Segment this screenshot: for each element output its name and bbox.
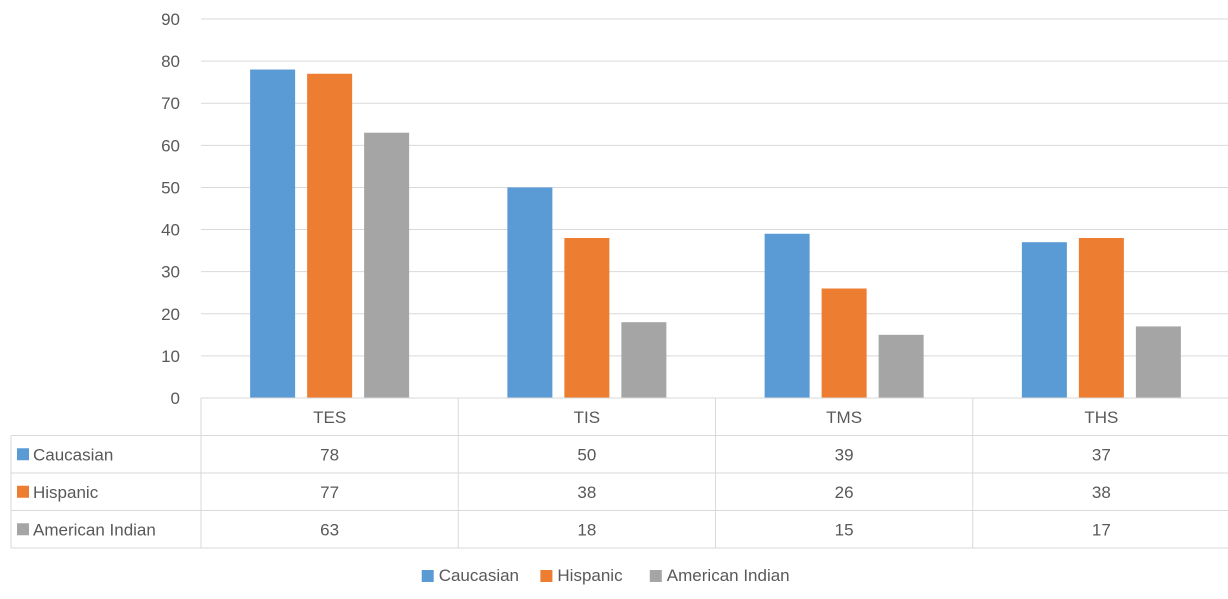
y-tick-label: 20 [161, 305, 180, 324]
bar [307, 73, 353, 398]
legend-label: Caucasian [439, 566, 519, 585]
legend: Caucasian Hispanic American Indian [421, 566, 790, 585]
data-table: TES TIS TMS THS Caucasian 78 50 39 37 Hispanic 77 3… [10, 397, 1228, 549]
category-label: TES [313, 408, 346, 427]
category-label: TMS [826, 408, 862, 427]
data-value: 18 [577, 520, 596, 539]
data-value: 15 [835, 520, 854, 539]
data-value: 38 [1092, 483, 1111, 502]
y-tick-label: 30 [161, 263, 180, 282]
data-value: 39 [835, 445, 854, 464]
data-value: 38 [577, 483, 596, 502]
series-label: Hispanic [33, 483, 99, 502]
data-value: 63 [320, 520, 339, 539]
data-value: 78 [320, 445, 339, 464]
y-tick-label: 40 [161, 221, 180, 240]
table-legend-key [17, 485, 29, 498]
bar [1135, 326, 1181, 398]
y-tick-label: 70 [161, 94, 180, 113]
y-tick-label: 60 [161, 136, 180, 155]
y-tick-label: 90 [161, 10, 180, 29]
bar [764, 233, 810, 398]
bar [821, 288, 867, 398]
table-legend-key [17, 448, 29, 461]
y-tick-label: 50 [161, 178, 180, 197]
category-label: THS [1084, 408, 1118, 427]
y-axis-tick-labels: 0 10 20 30 40 50 60 70 80 90 [161, 10, 180, 408]
data-value: 26 [835, 483, 854, 502]
y-gridlines [201, 18, 1228, 399]
legend-label: Hispanic [557, 566, 623, 585]
bars [250, 69, 1181, 399]
y-tick-label: 10 [161, 347, 180, 366]
data-value: 50 [577, 445, 596, 464]
bar [1021, 242, 1067, 398]
bar [564, 237, 610, 398]
bar [507, 187, 553, 398]
y-tick-label: 0 [171, 389, 180, 408]
legend-swatch [649, 570, 662, 582]
legend-swatch [540, 570, 553, 582]
bar [621, 322, 667, 398]
y-tick-label: 80 [161, 52, 180, 71]
series-label: Caucasian [33, 445, 113, 464]
data-value: 37 [1092, 445, 1111, 464]
legend-swatch [421, 570, 434, 582]
legend-label: American Indian [667, 566, 790, 585]
category-label: TIS [574, 408, 600, 427]
bar [250, 69, 296, 399]
series-label: American Indian [33, 520, 156, 539]
bar [364, 132, 410, 398]
data-value: 77 [320, 483, 339, 502]
bar [1078, 237, 1124, 398]
bar [878, 334, 924, 398]
table-legend-key [17, 523, 29, 536]
data-value: 17 [1092, 520, 1111, 539]
